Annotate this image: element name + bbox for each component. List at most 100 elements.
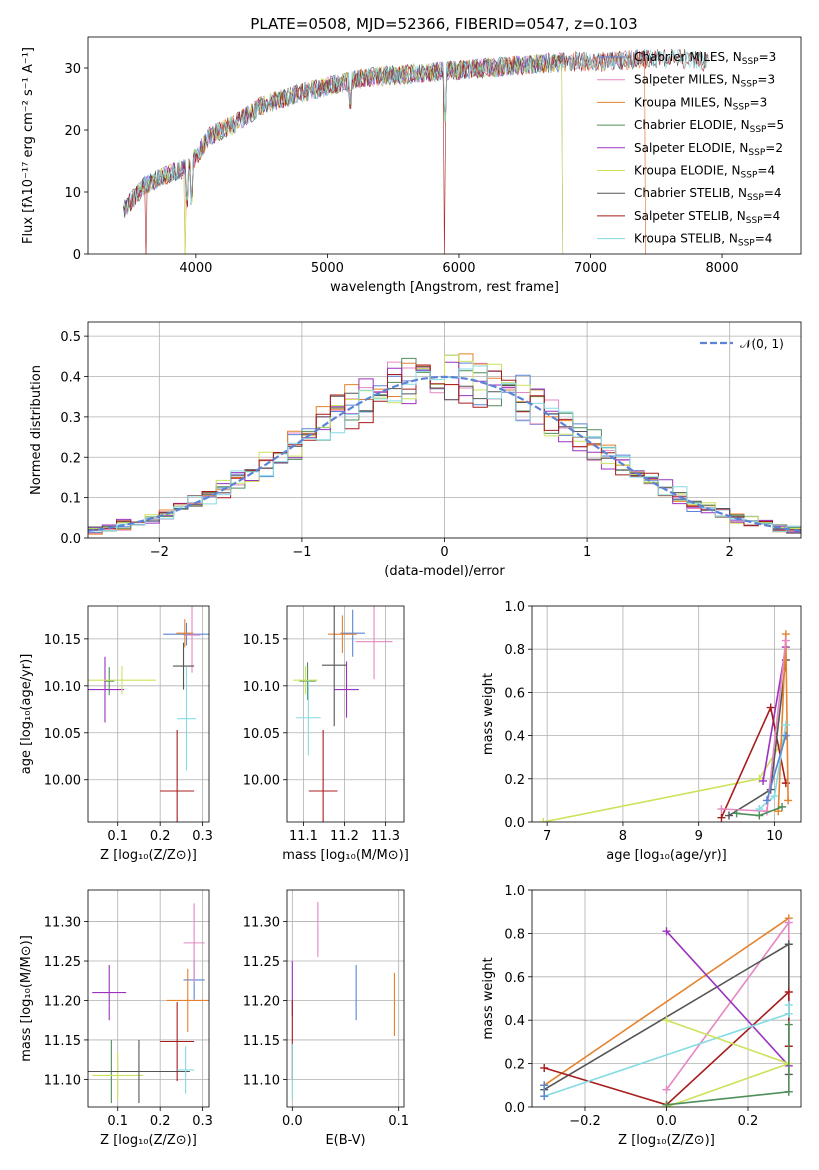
panel-age_vs_Z: 0.1 0.2 0.3 10.00 10.05 10.10 10.15 Z [log₁₀(Z/… xyxy=(19,605,213,863)
y-tick-label: 11.30 xyxy=(44,916,81,931)
legend-label: Kroupa STELIB, N xyxy=(634,232,738,246)
legend-label: Chabrier ELODIE, N xyxy=(634,118,750,132)
x-tick-label: 0.2 xyxy=(150,829,171,844)
y-tick-label: 11.20 xyxy=(44,994,81,1009)
x-tick-label: 10 xyxy=(766,829,783,844)
legend-sub: SSP xyxy=(741,171,758,181)
y-tick-label: 11.20 xyxy=(243,994,280,1009)
y-tick-label: 1.0 xyxy=(504,884,525,899)
weight-line xyxy=(543,990,790,1106)
axes-frame xyxy=(87,321,802,539)
x-tick-label: 11.2 xyxy=(330,829,359,844)
legend-label: Chabrier STELIB, N xyxy=(634,186,747,200)
y-tick-label: 10.05 xyxy=(243,727,280,742)
x-tick-label: 1 xyxy=(583,545,591,560)
legend-entry: Salpeter STELIB, NSSP=4 xyxy=(634,209,780,226)
x-tick-label: 0.2 xyxy=(738,1114,759,1129)
weight-marker xyxy=(784,1001,793,1010)
y-tick-label: 11.10 xyxy=(243,1073,280,1088)
legend-label: Kroupa ELODIE, N xyxy=(634,164,741,178)
weight-marker xyxy=(784,1020,793,1029)
x-tick-label: −2 xyxy=(150,545,169,560)
weight-marker xyxy=(662,1016,671,1025)
y-tick-label: 0 xyxy=(73,248,81,263)
weight-marker xyxy=(784,1087,793,1096)
legend-tail: =4 xyxy=(755,232,773,246)
x-tick-label: 9 xyxy=(695,829,703,844)
y-tick-label: 11.25 xyxy=(44,955,81,970)
y-tick-label: 0.2 xyxy=(504,1058,525,1073)
x-tick-label: 2 xyxy=(726,545,734,560)
legend-label: Salpeter MILES, N xyxy=(634,73,741,87)
legend-tail: =4 xyxy=(763,209,781,223)
legend-entry: Chabrier MILES, NSSP=3 xyxy=(634,50,776,67)
spectrum-line xyxy=(123,48,709,214)
x-tick-label: 0.1 xyxy=(388,1114,409,1129)
y-axis-label: mass [log₁₀(M/M⊙)] xyxy=(19,935,34,1062)
y-axis-label: mass weight xyxy=(481,673,496,755)
x-axis-label: E(B-V) xyxy=(325,1133,365,1148)
y-tick-label: 0.0 xyxy=(60,532,81,547)
legend-tail: =4 xyxy=(764,186,782,200)
legend-entry: Chabrier ELODIE, NSSP=5 xyxy=(634,118,784,135)
panel-weight_vs_age: 7 8 9 10 0.0 0.2 0.4 0.6 0.8 1.0 age [log₁₀(age/yr… xyxy=(481,600,802,863)
y-tick-label: 11.15 xyxy=(44,1034,81,1049)
legend-tail: =2 xyxy=(765,141,783,155)
x-tick-label: 0.3 xyxy=(192,1114,213,1129)
weight-marker xyxy=(717,805,726,814)
panel-spectrum: 4000 5000 6000 7000 8000 0 10 20 30 wavelength [A… xyxy=(21,36,802,295)
legend-tail: =3 xyxy=(759,50,777,64)
weight-marker xyxy=(784,796,793,805)
panel-mass_vs_Z: 0.1 0.2 0.3 11.10 11.15 11.20 11.25 11.30 Z [log… xyxy=(19,889,213,1148)
weight-marker xyxy=(755,811,764,820)
histogram-step xyxy=(88,365,801,532)
x-axis-label: Z [log₁₀(Z/Z⊙)] xyxy=(618,1133,715,1148)
weight-marker xyxy=(778,802,787,811)
weight-marker xyxy=(732,809,741,818)
y-tick-label: 11.25 xyxy=(243,955,280,970)
panel-weight_vs_Z: −0.2 0.0 0.2 0.0 0.2 0.4 0.6 0.8 1.0 Z [log₁₀(Z/Z… xyxy=(481,884,802,1148)
y-tick-label: 11.10 xyxy=(44,1073,81,1088)
x-axis-label: Z [log₁₀(Z/Z⊙)] xyxy=(100,1133,197,1148)
legend-sub: SSP xyxy=(748,148,765,158)
histogram-step xyxy=(88,366,801,534)
y-tick-label: 0.4 xyxy=(504,730,525,745)
x-tick-label: 0.0 xyxy=(656,1114,677,1129)
legend-sub: SSP xyxy=(746,216,763,226)
x-tick-label: 11.3 xyxy=(371,829,400,844)
legend-entry: Kroupa STELIB, NSSP=4 xyxy=(634,232,772,249)
x-tick-label: 6000 xyxy=(442,261,475,276)
weight-marker xyxy=(540,1081,549,1090)
x-tick-label: 0.0 xyxy=(282,1114,303,1129)
plot-area xyxy=(287,890,404,1107)
y-tick-label: 10 xyxy=(64,186,81,201)
panel-mass_vs_ebv: 0.0 0.1 11.10 11.15 11.20 11.25 11.30 E(B-V) xyxy=(243,889,409,1148)
weight-marker xyxy=(784,987,793,996)
axes-frame xyxy=(286,889,405,1108)
legend-sub: SSP xyxy=(741,80,758,90)
weight-line xyxy=(766,735,787,801)
weight-marker xyxy=(762,796,771,805)
y-tick-label: 0.8 xyxy=(504,927,525,942)
x-tick-label: 11.1 xyxy=(289,829,318,844)
y-tick-label: 0.0 xyxy=(504,1101,525,1116)
legend-entry: Kroupa MILES, NSSP=3 xyxy=(634,95,767,112)
x-tick-label: 7 xyxy=(543,829,551,844)
x-tick-label: 0 xyxy=(440,545,448,560)
x-axis-label: Z [log₁₀(Z/Z⊙)] xyxy=(100,848,197,863)
y-tick-label: 0.4 xyxy=(504,1014,525,1029)
y-tick-label: 0.6 xyxy=(504,971,525,986)
weight-marker xyxy=(781,731,790,740)
legend-label: Salpeter STELIB, N xyxy=(634,209,746,223)
weight-marker xyxy=(759,776,768,785)
y-tick-label: 0.8 xyxy=(504,643,525,658)
legend-sub: SSP xyxy=(742,57,759,67)
y-tick-label: 11.15 xyxy=(243,1034,280,1049)
y-tick-label: 0.2 xyxy=(60,451,81,466)
panel-age_vs_mass: 11.1 11.2 11.3 10.00 10.05 10.10 10.15 mass [lo… xyxy=(243,605,409,863)
legend-label: Salpeter ELODIE, N xyxy=(634,141,748,155)
x-tick-label: 0.3 xyxy=(192,829,213,844)
panel-residuals: −2 −1 0 1 2 0.0 0.1 0.2 0.3 0.4 0.5 (data-model)/er… xyxy=(29,321,802,579)
weight-marker xyxy=(539,818,548,822)
